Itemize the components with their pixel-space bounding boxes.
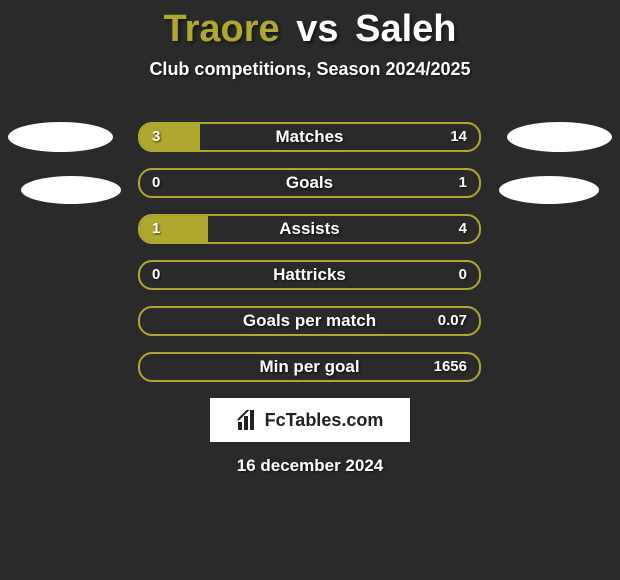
player2-name: Saleh: [355, 8, 456, 50]
footer-date: 16 december 2024: [0, 456, 620, 476]
vs-separator: vs: [296, 8, 338, 50]
stat-row-goals-per-match: Goals per match 0.07: [138, 306, 481, 336]
player2-avatar-placeholder-1: [507, 122, 612, 152]
comparison-chart: 3 Matches 14 0 Goals 1 1 Assists 4 0 Hat…: [138, 122, 481, 398]
stat-label: Goals: [140, 170, 479, 196]
subtitle: Club competitions, Season 2024/2025: [0, 59, 620, 80]
stat-value-right: 0.07: [438, 308, 467, 334]
player2-avatar-placeholder-2: [499, 176, 599, 204]
stat-value-right: 4: [459, 216, 467, 242]
stat-row-hattricks: 0 Hattricks 0: [138, 260, 481, 290]
stat-value-right: 1: [459, 170, 467, 196]
stat-label: Min per goal: [140, 354, 479, 380]
brand-badge: FcTables.com: [210, 398, 410, 442]
page-title: Traore vs Saleh: [0, 0, 620, 51]
stat-label: Goals per match: [140, 308, 479, 334]
stat-label: Hattricks: [140, 262, 479, 288]
stat-label: Assists: [140, 216, 479, 242]
stat-label: Matches: [140, 124, 479, 150]
stat-row-assists: 1 Assists 4: [138, 214, 481, 244]
player1-name: Traore: [164, 8, 280, 50]
player1-avatar-placeholder-1: [8, 122, 113, 152]
stat-value-right: 1656: [434, 354, 467, 380]
stat-row-goals: 0 Goals 1: [138, 168, 481, 198]
brand-text: FcTables.com: [265, 410, 384, 431]
player1-avatar-placeholder-2: [21, 176, 121, 204]
stat-row-min-per-goal: Min per goal 1656: [138, 352, 481, 382]
bars-icon: [237, 410, 259, 430]
stat-row-matches: 3 Matches 14: [138, 122, 481, 152]
stat-value-right: 14: [450, 124, 467, 150]
stat-value-right: 0: [459, 262, 467, 288]
